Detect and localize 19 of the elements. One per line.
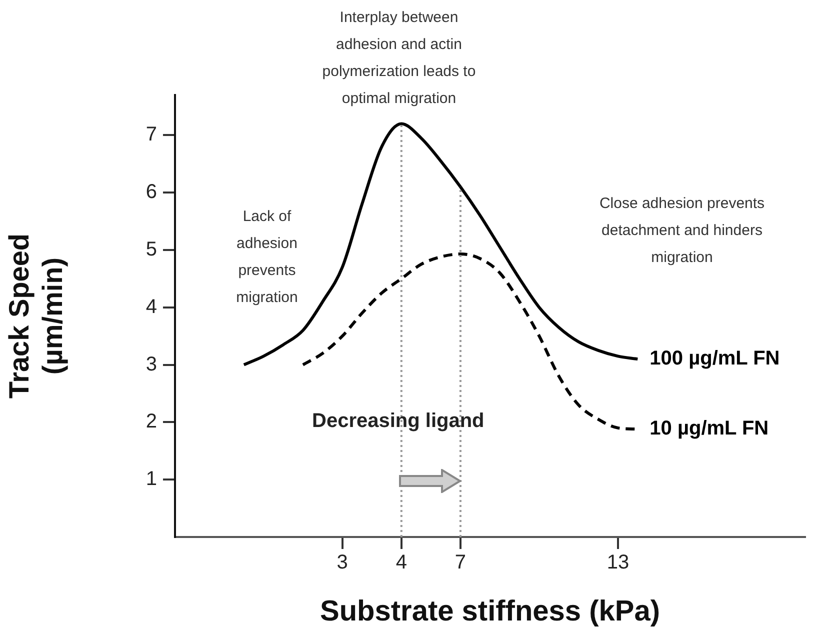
y-tick-label: 3 — [146, 353, 157, 376]
y-tick-label: 6 — [146, 181, 157, 204]
annotation: Decreasing ligand — [312, 409, 484, 434]
y-axis-title: Track Speed (µm/min) — [4, 234, 68, 398]
x-tick-label: 3 — [336, 552, 348, 574]
annotation: Lack of adhesion prevents migration — [235, 207, 299, 308]
x-tick-label: 7 — [454, 552, 466, 574]
annotation: Interplay between adhesion and actin polymerization leads to optimal migration — [321, 8, 477, 109]
x-tick-label: 4 — [396, 552, 407, 574]
annotation: Close adhesion prevents detachment and hinders migration — [598, 194, 766, 268]
y-tick-label: 1 — [146, 468, 157, 490]
x-axis-title: Substrate stiffness (kPa) — [320, 596, 660, 628]
y-tick-label: 2 — [146, 410, 157, 433]
y-tick-label: 4 — [146, 296, 157, 318]
series-label: 10 µg/mL FN — [650, 418, 769, 440]
series-label: 100 µg/mL FN — [650, 348, 780, 370]
y-tick-label: 5 — [146, 238, 157, 261]
x-tick-label: 13 — [606, 552, 630, 574]
y-tick-label: 7 — [146, 124, 157, 146]
